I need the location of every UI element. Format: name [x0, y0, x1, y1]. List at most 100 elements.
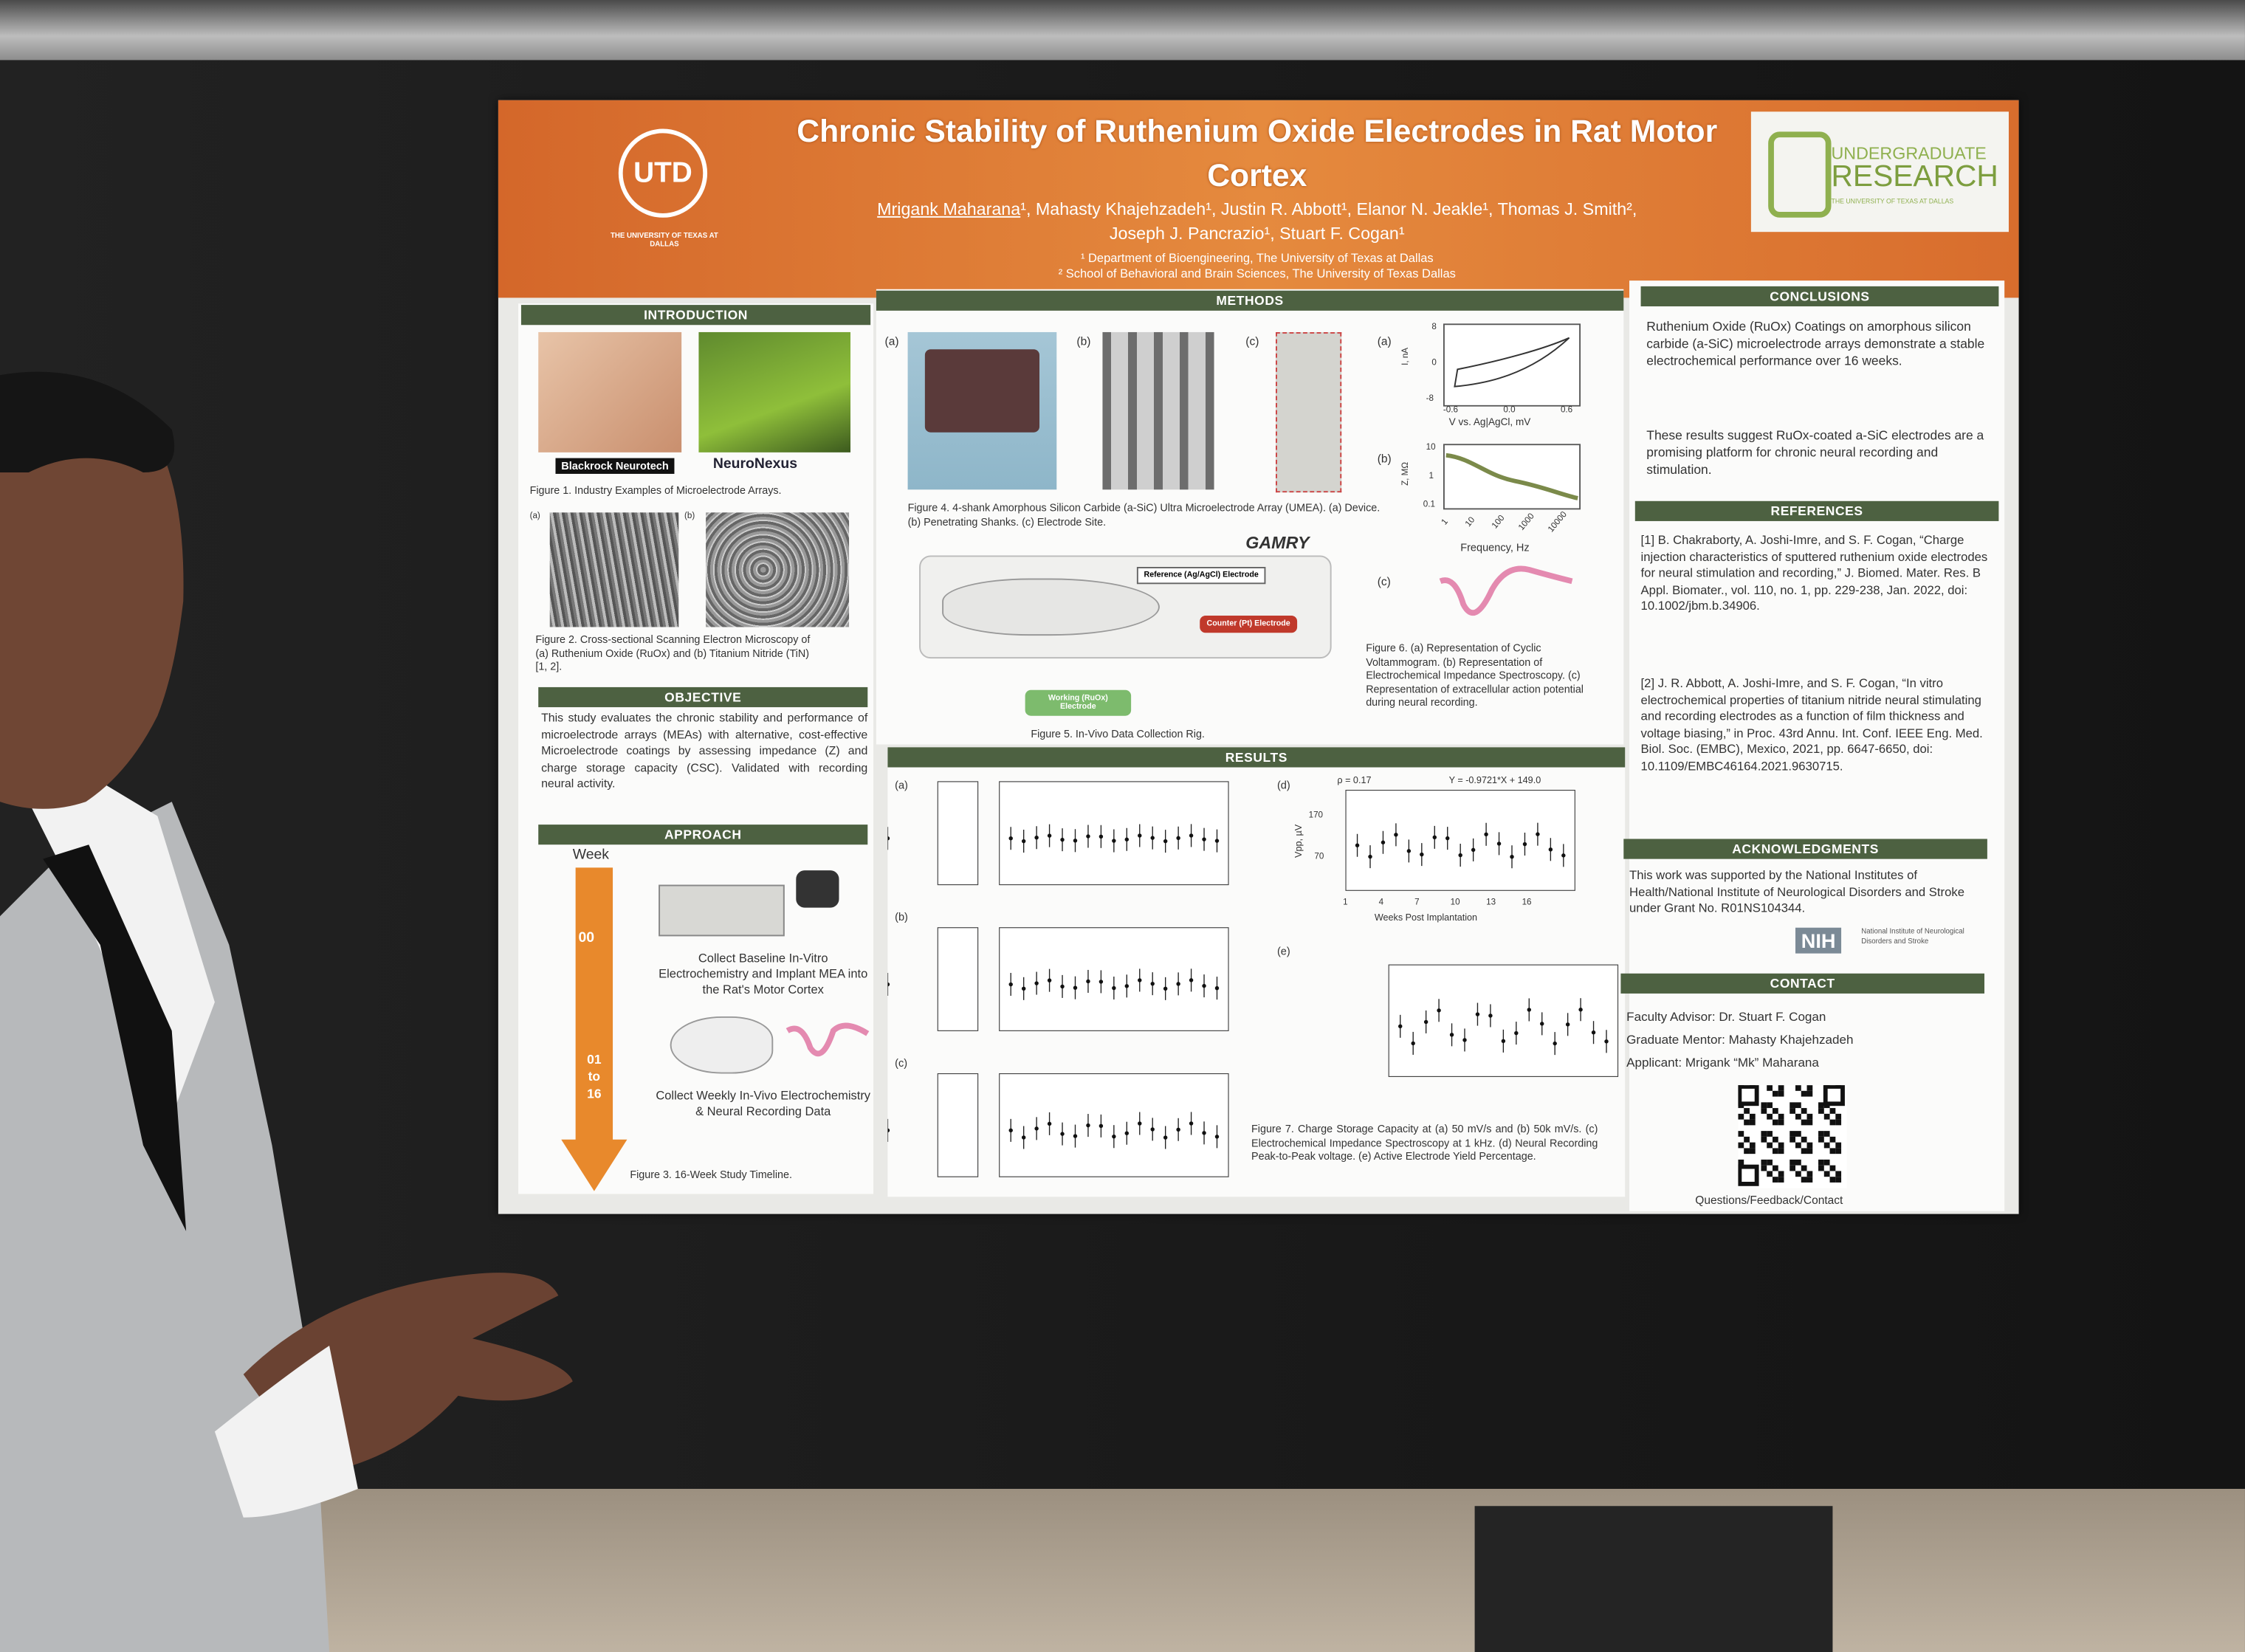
- plot-point: [1355, 843, 1360, 847]
- qr-module: [1761, 1108, 1767, 1114]
- spike-trace: [1439, 565, 1573, 616]
- objective-text: This study evaluates the chronic stabili…: [541, 711, 868, 791]
- ur-line2: RESEARCH: [1831, 160, 1998, 193]
- cv-plot: [1443, 323, 1581, 407]
- qr-module: [1795, 1171, 1801, 1177]
- brand-logo: GAMRY: [1245, 532, 1310, 553]
- week-range: 01 to 16: [579, 1051, 611, 1103]
- section-heading: REFERENCES: [1634, 500, 1999, 521]
- qr-module: [1738, 1142, 1744, 1149]
- qr-module: [1767, 1142, 1773, 1149]
- week-label: 00: [578, 930, 595, 946]
- plot-point: [1086, 979, 1090, 984]
- plot-point: [1591, 1030, 1596, 1035]
- plot-point: [1163, 839, 1168, 844]
- qr-module: [1806, 1171, 1813, 1177]
- plot-point: [1406, 849, 1412, 853]
- ur-logo: UNDERGRADUATE RESEARCH THE UNIVERSITY OF…: [1750, 111, 2009, 233]
- week-label: 01: [587, 1052, 602, 1067]
- plot-point: [1124, 837, 1130, 842]
- eis-trace: [1445, 452, 1578, 500]
- plot-point: [1034, 836, 1039, 840]
- section-heading: RESULTS: [887, 747, 1626, 768]
- qr-caption: Questions/Feedback/Contact: [1695, 1194, 1843, 1207]
- stat-label: Y = -0.9721*X + 149.0: [1448, 776, 1541, 786]
- plot-point: [1548, 847, 1553, 852]
- panel-label: (d): [1276, 779, 1290, 792]
- qr-module: [1835, 1142, 1842, 1149]
- plot-point: [1501, 1039, 1506, 1044]
- plot-point: [1449, 1033, 1454, 1037]
- plot-point: [1034, 1126, 1039, 1131]
- plot-point: [1099, 980, 1104, 984]
- qr-module: [1823, 1113, 1830, 1120]
- plot-point: [1176, 982, 1180, 986]
- qr-module: [1835, 1171, 1842, 1177]
- rat-drawing: [942, 578, 1160, 636]
- qr-module: [1778, 1142, 1784, 1149]
- conclusion-text: Ruthenium Oxide (RuOx) Coatings on amorp…: [1646, 319, 1985, 368]
- panel-label: (b): [1076, 334, 1091, 348]
- qr-module: [1795, 1142, 1801, 1149]
- qr-module: [1767, 1131, 1773, 1137]
- qr-module: [1835, 1148, 1842, 1154]
- plot-point: [1112, 839, 1116, 843]
- plot-point: [1202, 983, 1206, 988]
- plot-point: [1496, 842, 1502, 846]
- qr-module: [1795, 1131, 1801, 1137]
- sem-image: [549, 512, 679, 627]
- qr-module: [1772, 1136, 1778, 1143]
- spike-trace: [785, 1022, 870, 1057]
- plot-point: [1475, 1012, 1480, 1016]
- authors-rest: ¹, Mahasty Khajehzadeh¹, Justin R. Abbot…: [1020, 199, 1637, 219]
- acknowledgment-text: This work was supported by the National …: [1629, 867, 1964, 915]
- plot-point: [1008, 1128, 1013, 1133]
- plot-point: [1536, 832, 1540, 836]
- utd-caption: THE UNIVERSITY OF TEXAS AT DALLAS: [610, 232, 718, 249]
- qr-module: [1818, 1136, 1824, 1143]
- plot-point: [1458, 853, 1462, 858]
- plot-point: [1420, 852, 1424, 857]
- plot-frame: [1443, 444, 1581, 510]
- plot-point: [1214, 985, 1220, 991]
- qr-module: [1806, 1090, 1813, 1097]
- utd-logo: UTD: [618, 128, 708, 218]
- panel-label: (b): [684, 512, 695, 521]
- plot-point: [1445, 836, 1450, 841]
- qr-module: [1829, 1177, 1836, 1183]
- plot-point: [1047, 1121, 1052, 1126]
- qr-module: [1778, 1171, 1784, 1177]
- plot-point: [1138, 1121, 1142, 1126]
- qr-module: [1806, 1085, 1813, 1091]
- qr-module: [1823, 1131, 1830, 1137]
- qr-module: [1818, 1165, 1824, 1171]
- qr-module: [1761, 1136, 1767, 1143]
- section-heading: ACKNOWLEDGMENTS: [1623, 839, 1987, 859]
- plot-point: [1047, 833, 1052, 838]
- tick-label: 70: [1314, 853, 1324, 862]
- plot-point: [1150, 836, 1155, 840]
- plot-point: [887, 1128, 890, 1133]
- week-label: to: [588, 1069, 601, 1084]
- qr-module: [1795, 1159, 1801, 1166]
- figure-caption: Figure 3. 16-Week Study Timeline.: [630, 1168, 792, 1182]
- plot-point: [1214, 839, 1220, 843]
- tick-label: 8: [1431, 323, 1437, 332]
- qr-module: [1772, 1090, 1778, 1097]
- plot-point: [1163, 1135, 1168, 1140]
- tick-label: 1: [1429, 472, 1434, 481]
- plot-point: [1073, 985, 1078, 990]
- qr-module: [1772, 1165, 1778, 1171]
- necktie: [43, 844, 187, 1231]
- section-heading: INTRODUCTION: [520, 305, 871, 326]
- qr-module: [1790, 1102, 1796, 1109]
- plot-point: [1060, 984, 1065, 989]
- plot-point: [1189, 833, 1194, 838]
- section-heading: APPROACH: [538, 825, 868, 845]
- qr-module: [1801, 1165, 1807, 1171]
- plot-point: [887, 836, 890, 841]
- qr-module: [1795, 1102, 1801, 1109]
- visitor-legs: [1474, 1506, 1833, 1652]
- qr-module: [1767, 1113, 1773, 1120]
- plot-point: [1565, 1022, 1570, 1027]
